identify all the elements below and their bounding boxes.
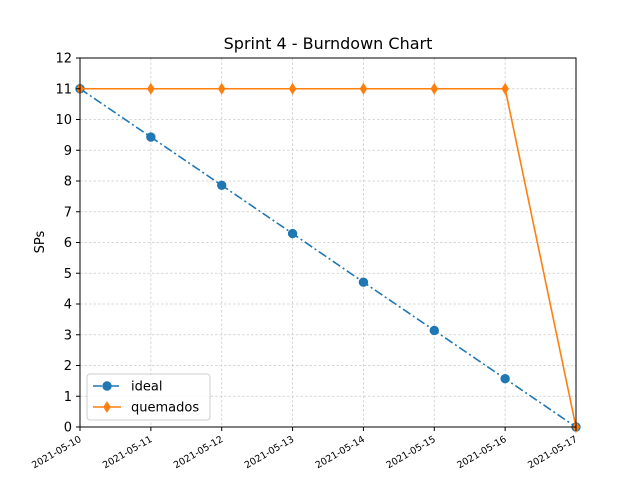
data-point-quemados (430, 82, 439, 95)
data-point-ideal (287, 228, 298, 239)
data-point-quemados (217, 82, 226, 95)
x-tick-label: 2021-05-13 (243, 434, 296, 471)
series-layer (75, 82, 581, 433)
data-point-quemados (147, 82, 155, 95)
y-tick-label: 12 (55, 52, 72, 67)
y-tick-label: 8 (64, 175, 72, 190)
data-point-quemados (359, 82, 368, 95)
data-point-quemados (103, 401, 111, 413)
y-tick-label: 5 (64, 267, 72, 282)
legend: ideal quemados (86, 373, 211, 421)
series-line-ideal (79, 88, 577, 428)
y-tick-label: 0 (64, 421, 72, 436)
chart-title: Sprint 4 - Burndown Chart (224, 34, 433, 53)
x-tick-label: 2021-05-17 (526, 434, 579, 471)
legend-item-ideal: ideal (93, 380, 162, 395)
data-point-ideal (146, 132, 156, 142)
y-tick-label: 2 (64, 359, 72, 374)
legend-label: ideal (131, 380, 162, 395)
y-tick-label: 11 (55, 82, 72, 97)
data-point-quemados (501, 82, 509, 95)
x-tick-label: 2021-05-15 (384, 434, 437, 471)
y-tick-label: 1 (64, 390, 72, 405)
y-tick-label: 7 (64, 205, 72, 220)
y-tick-label: 10 (55, 113, 72, 128)
data-point-quemados (288, 82, 297, 95)
grid (79, 57, 577, 428)
x-tick-label: 2021-05-11 (101, 434, 154, 471)
x-axis: 2021-05-10 2021-05-11 2021-05-12 2021-05-13… (30, 427, 580, 471)
legend-item-quemados: quemados (93, 401, 199, 416)
x-tick-label: 2021-05-12 (172, 434, 225, 471)
y-tick-label: 9 (64, 144, 72, 159)
data-point-ideal (500, 374, 510, 384)
series-line-quemados (80, 87, 577, 428)
y-tick-label: 3 (64, 328, 72, 343)
y-axis-label: SPs (33, 230, 48, 253)
data-point-ideal (217, 180, 227, 191)
x-tick-label: 2021-05-10 (30, 434, 83, 471)
y-tick-label: 6 (64, 236, 72, 251)
data-point-ideal (358, 277, 369, 287)
legend-label: quemados (131, 401, 199, 416)
x-tick-label: 2021-05-14 (314, 434, 367, 471)
x-tick-label: 2021-05-16 (455, 434, 508, 471)
data-point-ideal (429, 325, 439, 336)
y-tick-label: 4 (64, 298, 72, 313)
data-point-ideal (102, 381, 112, 391)
series-quemados (76, 82, 580, 433)
